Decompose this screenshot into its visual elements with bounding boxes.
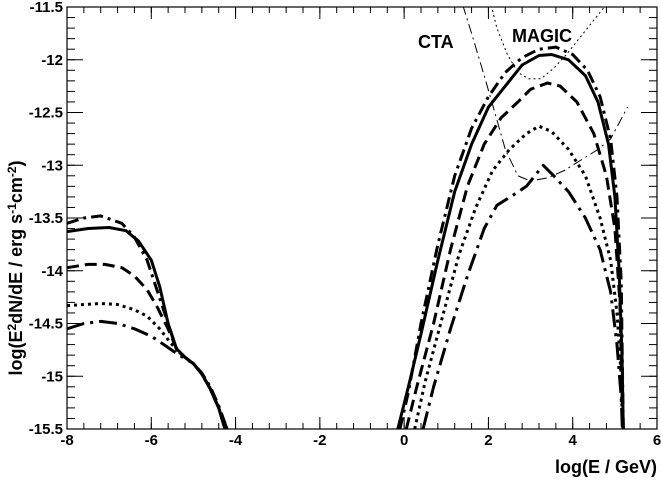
x-tick-label: -6	[145, 432, 158, 449]
plot-frame	[66, 6, 658, 430]
annotation-magic: MAGIC	[512, 26, 572, 46]
x-tick-label: -4	[229, 432, 243, 449]
series-longdashdot-high-energy	[421, 163, 624, 429]
y-tick-label: -15.5	[29, 421, 63, 438]
x-axis-title: log(E / GeV)	[555, 457, 657, 477]
y-tick-label: -13	[41, 157, 63, 174]
y-tick-label: -14	[41, 263, 63, 280]
axis-ticks	[66, 6, 658, 430]
x-tick-label: 2	[484, 432, 492, 449]
series-longdashdot-low-energy	[67, 319, 229, 429]
x-tick-label: -8	[60, 432, 73, 449]
tick-labels: -8 -6 -4 -2 0 2 4 6 -15.5 -15 -14.5 -14 -13.5 -13 -12.…	[29, 0, 661, 449]
annotation-cta: CTA	[418, 32, 454, 52]
series-dashed-low-energy	[67, 262, 227, 429]
data-curves	[67, 45, 625, 429]
y-tick-label: -11.5	[30, 0, 63, 16]
series-dashdot-high-energy	[398, 45, 625, 429]
x-tick-label: 6	[653, 432, 661, 449]
series-solid-low-energy	[67, 226, 227, 429]
y-axis-title: log(E2dN/dE / erg s-1cm-2)	[5, 160, 26, 375]
series-dashdot-low-energy	[67, 214, 229, 429]
sensitivity-curves	[462, 7, 628, 182]
y-tick-label: -14.5	[29, 316, 63, 333]
x-tick-label: -2	[313, 432, 326, 449]
y-tick-label: -12.5	[29, 105, 63, 122]
sensitivity-cta	[462, 7, 628, 182]
y-tick-label: -15	[41, 368, 63, 385]
x-tick-label: 0	[400, 432, 408, 449]
y-tick-label: -12	[41, 52, 63, 69]
series-dotted-high-energy	[413, 124, 624, 429]
series-dashed-high-energy	[404, 81, 625, 429]
x-tick-label: 4	[569, 432, 578, 449]
series-solid-high-energy	[396, 53, 625, 429]
y-tick-label: -13.5	[29, 210, 63, 227]
